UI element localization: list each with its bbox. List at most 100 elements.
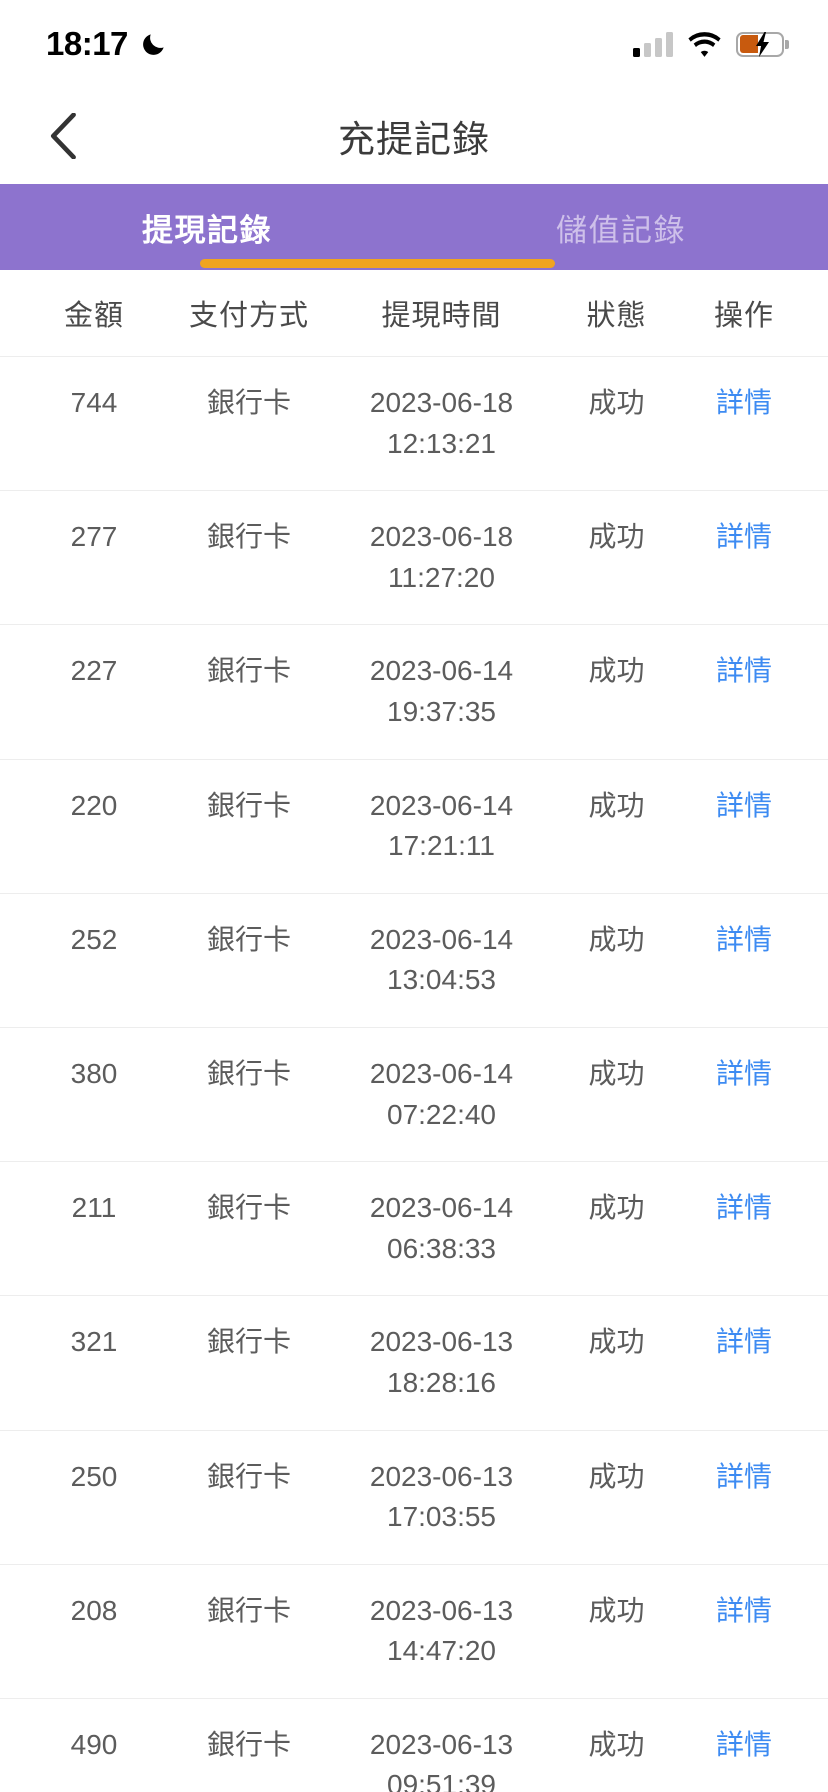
cell-time-clock: 14:47:20 xyxy=(387,1635,496,1667)
cell-time-clock: 09:51:39 xyxy=(387,1769,496,1792)
cell-amount: 321 xyxy=(70,1326,118,1358)
active-tab-indicator xyxy=(200,259,555,268)
cell-amount: 211 xyxy=(71,1192,117,1224)
column-header-status: 狀態 xyxy=(586,300,647,332)
cell-method: 銀行卡 xyxy=(206,1192,291,1224)
cell-time: 2023-06-18 11:27:20 xyxy=(334,517,549,598)
cell-time-clock: 11:27:20 xyxy=(388,561,495,593)
cell-time: 2023-06-13 18:28:16 xyxy=(334,1322,549,1403)
status-bar-right xyxy=(633,31,789,57)
detail-link[interactable]: 詳情 xyxy=(715,1594,772,1626)
detail-link[interactable]: 詳情 xyxy=(715,521,772,553)
cell-time-clock: 06:38:33 xyxy=(387,1232,496,1264)
cell-status: 成功 xyxy=(588,789,645,821)
column-header-method: 支付方式 xyxy=(188,300,309,332)
cell-time: 2023-06-14 17:21:11 xyxy=(334,786,549,867)
status-bar-left: 18:17 xyxy=(46,25,167,63)
nav-bar: 充提記錄 xyxy=(0,88,828,184)
cell-time: 2023-06-14 19:37:35 xyxy=(334,651,549,732)
cell-time-clock: 18:28:16 xyxy=(387,1366,496,1398)
cell-status: 成功 xyxy=(588,923,645,955)
cell-time: 2023-06-13 09:51:39 xyxy=(334,1725,549,1792)
status-bar: 18:17 xyxy=(0,0,828,88)
page-title: 充提記錄 xyxy=(338,119,490,160)
cell-amount: 208 xyxy=(70,1594,118,1626)
cell-time-date: 2023-06-14 xyxy=(369,655,514,687)
column-header-amount: 金額 xyxy=(63,300,124,332)
cell-method: 銀行卡 xyxy=(206,789,291,821)
detail-link[interactable]: 詳情 xyxy=(715,1460,772,1492)
cell-time-date: 2023-06-13 xyxy=(369,1326,514,1358)
cell-time-date: 2023-06-13 xyxy=(369,1594,514,1626)
clock-label: 18:17 xyxy=(46,25,128,62)
battery-charging-icon xyxy=(736,31,789,57)
cell-time-clock: 17:03:55 xyxy=(387,1501,496,1533)
table-row: 250 銀行卡 2023-06-13 17:03:55 成功 詳情 xyxy=(0,1429,828,1564)
cell-time-date: 2023-06-14 xyxy=(369,789,514,821)
detail-link[interactable]: 詳情 xyxy=(715,655,772,687)
cell-time-date: 2023-06-18 xyxy=(369,387,514,418)
cell-time-clock: 19:37:35 xyxy=(387,695,496,727)
table-header-row: 金額 支付方式 提現時間 狀態 操作 xyxy=(0,270,828,356)
column-header-action: 操作 xyxy=(713,300,774,332)
column-header-time: 提現時間 xyxy=(381,300,502,332)
cell-method: 銀行卡 xyxy=(206,1326,291,1358)
cell-amount: 250 xyxy=(70,1460,118,1492)
cell-method: 銀行卡 xyxy=(206,923,291,955)
cell-amount: 490 xyxy=(70,1728,118,1760)
tab-bar: 提現記錄 儲值記錄 xyxy=(0,184,828,270)
cell-method: 銀行卡 xyxy=(206,521,291,553)
table-row: 208 銀行卡 2023-06-13 14:47:20 成功 詳情 xyxy=(0,1563,828,1698)
cell-amount: 220 xyxy=(70,789,118,821)
tab-deposit-records[interactable]: 儲值記錄 xyxy=(556,212,686,248)
cell-time: 2023-06-13 14:47:20 xyxy=(334,1591,549,1672)
cell-time-clock: 07:22:40 xyxy=(387,1098,496,1130)
table-row: 277 銀行卡 2023-06-18 11:27:20 成功 詳情 xyxy=(0,490,828,624)
detail-link[interactable]: 詳情 xyxy=(715,923,772,955)
cell-amount: 252 xyxy=(70,923,118,955)
table-row: 321 銀行卡 2023-06-13 18:28:16 成功 詳情 xyxy=(0,1295,828,1429)
cell-method: 銀行卡 xyxy=(206,1728,291,1760)
cell-status: 成功 xyxy=(588,1326,645,1358)
cell-time-date: 2023-06-14 xyxy=(369,1057,514,1089)
signal-bars-icon xyxy=(633,31,673,57)
cell-time-date: 2023-06-13 xyxy=(369,1728,514,1760)
cell-time-clock: 13:04:53 xyxy=(387,964,496,996)
cell-amount: 380 xyxy=(70,1057,118,1089)
cell-method: 銀行卡 xyxy=(206,1057,291,1089)
table-body: 744 銀行卡 2023-06-18 12:13:21 成功 詳情 277 銀行卡 2023-0… xyxy=(0,356,828,1792)
cell-method: 銀行卡 xyxy=(206,655,291,687)
chevron-left-icon xyxy=(50,113,76,159)
table-row: 220 銀行卡 2023-06-14 17:21:11 成功 詳情 xyxy=(0,758,828,893)
wifi-icon xyxy=(688,31,721,57)
cell-time: 2023-06-18 12:13:21 xyxy=(334,383,549,464)
detail-link[interactable]: 詳情 xyxy=(715,1326,772,1358)
tab-withdrawal-records[interactable]: 提現記錄 xyxy=(142,212,272,248)
charging-bolt-icon xyxy=(756,31,769,57)
detail-link[interactable]: 詳情 xyxy=(715,387,772,418)
cell-time-date: 2023-06-18 xyxy=(369,521,514,553)
table-row: 380 銀行卡 2023-06-14 07:22:40 成功 詳情 xyxy=(0,1026,828,1161)
cell-status: 成功 xyxy=(588,1728,645,1760)
cell-time: 2023-06-14 13:04:53 xyxy=(334,920,549,1001)
cell-time-clock: 17:21:11 xyxy=(388,830,495,862)
cell-amount: 227 xyxy=(70,655,118,687)
back-button[interactable] xyxy=(32,105,94,167)
cell-time: 2023-06-14 07:22:40 xyxy=(334,1054,549,1135)
table-row: 490 銀行卡 2023-06-13 09:51:39 成功 詳情 xyxy=(0,1697,828,1792)
detail-link[interactable]: 詳情 xyxy=(715,789,772,821)
cell-status: 成功 xyxy=(588,387,645,418)
cell-method: 銀行卡 xyxy=(206,387,291,418)
cell-status: 成功 xyxy=(588,1192,645,1224)
detail-link[interactable]: 詳情 xyxy=(715,1192,772,1224)
cell-time: 2023-06-13 17:03:55 xyxy=(334,1457,549,1538)
table-row: 744 銀行卡 2023-06-18 12:13:21 成功 詳情 xyxy=(0,356,828,490)
detail-link[interactable]: 詳情 xyxy=(715,1728,772,1760)
detail-link[interactable]: 詳情 xyxy=(715,1057,772,1089)
cell-method: 銀行卡 xyxy=(206,1460,291,1492)
cell-amount: 744 xyxy=(70,387,118,418)
cell-time-date: 2023-06-13 xyxy=(369,1460,514,1492)
table-row: 252 銀行卡 2023-06-14 13:04:53 成功 詳情 xyxy=(0,892,828,1027)
records-table: 金額 支付方式 提現時間 狀態 操作 744 銀行卡 2023-06-18 12:13… xyxy=(0,270,828,1792)
cell-time-clock: 12:13:21 xyxy=(387,427,496,459)
